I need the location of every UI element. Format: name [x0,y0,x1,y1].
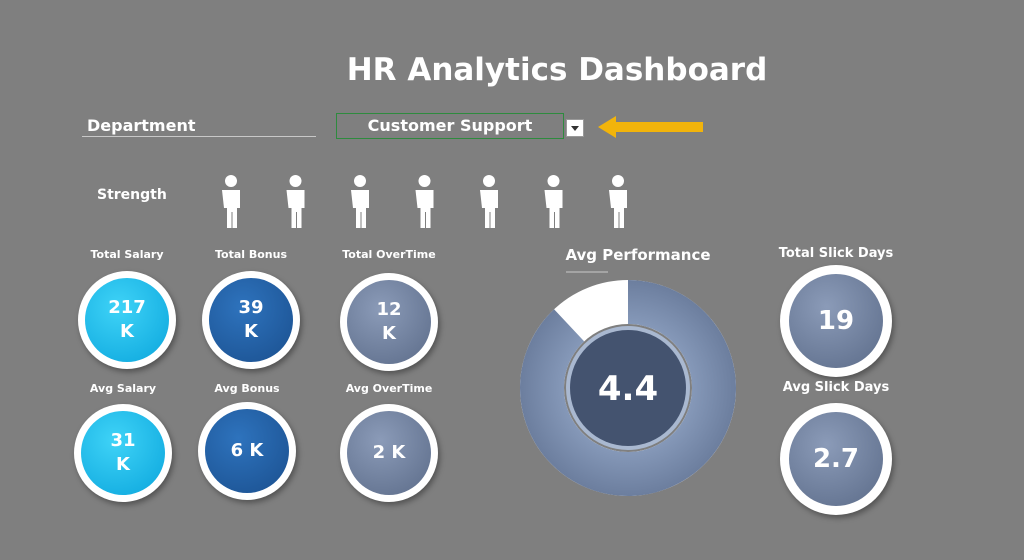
person-head [418,175,431,187]
kpi-inner: 6 K [205,409,289,493]
kpi-circle: 31 K [74,404,172,502]
kpi-value: 12 K [376,299,402,344]
underline [82,136,316,137]
sick-days-inner: 2.7 [789,412,883,506]
department-dropdown[interactable]: Customer Support [336,113,564,139]
kpi-value: 6 K [230,440,264,461]
sick-days-circle: 19 [780,265,892,377]
person-body [222,190,240,228]
strength-label: Strength [97,187,167,203]
person-body [544,190,563,228]
kpi-inner: 217 K [85,278,169,362]
kpi-circle: 2 K [340,404,438,502]
kpi-inner: 31 K [81,411,165,495]
kpi-circle: 39 K [202,271,300,369]
person-body [286,190,305,228]
person-head [354,175,366,187]
kpi-inner: 12 K [347,280,431,364]
kpi-label: Avg OverTime [345,382,433,395]
arrow [598,116,703,138]
sick-days-label: Total Slick Days [778,246,894,261]
filter-label: Department [87,116,196,135]
kpi-circle: 217 K [78,271,176,369]
person-head [547,175,560,187]
person-body [415,190,434,228]
sick-days-inner: 19 [789,274,883,368]
title: HR Analytics Dashboard [346,52,768,88]
sick-days-value: 2.7 [812,444,860,474]
kpi-value: 31 K [110,430,136,475]
kpi-value: 2 K [372,442,406,463]
person-head [225,175,237,187]
donut-arc [520,280,736,497]
kpi-label: Total Bonus [214,248,288,261]
donut-center [570,330,686,446]
person-body [609,190,627,228]
dropdown-caret [571,126,579,131]
person-head [612,175,624,187]
performance-label: Avg Performance [565,246,711,264]
kpi-value: 217 K [108,297,146,342]
dropdown-button[interactable] [566,119,584,137]
person-body [351,190,369,228]
kpi-inner: 2 K [347,411,431,495]
sick-days-label: Avg Slick Days [782,380,890,395]
kpi-label: Avg Salary [89,382,157,395]
sick-days-value: 19 [817,306,855,336]
kpi-circle: 12 K [340,273,438,371]
kpi-value: 39 K [238,297,264,342]
person-body [480,190,498,228]
performance-value: 4.4 [598,369,658,409]
person-head [483,175,495,187]
kpi-inner: 39 K [209,278,293,362]
person-head [289,175,302,187]
strength-icons [222,175,627,228]
kpi-circle: 6 K [198,402,296,500]
sick-days-circle: 2.7 [780,403,892,515]
kpi-label: Total OverTime [342,248,436,261]
kpi-label: Avg Bonus [214,382,280,395]
kpi-label: Total Salary [90,248,164,261]
